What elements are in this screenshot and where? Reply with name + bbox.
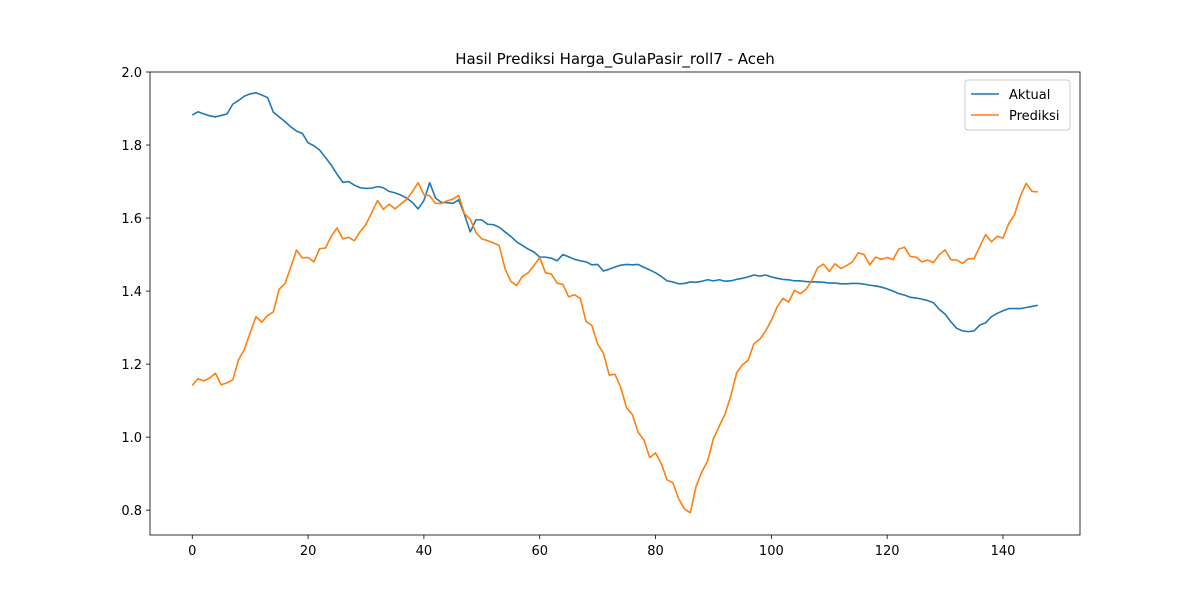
y-tick-label: 1.6 [121,212,142,227]
line-series [191,92,1038,333]
y-tick-label: 1.4 [121,285,142,300]
y-tick-label: 0.8 [121,504,142,519]
chart-title: Hasil Prediksi Harga_GulaPasir_roll7 - A… [455,50,774,69]
x-tick-label: 100 [759,544,784,559]
y-tick-label: 1.2 [121,358,142,373]
y-tick-label: 2.0 [121,66,142,81]
x-tick-label: 120 [875,544,900,559]
x-tick-label: 60 [531,544,548,559]
y-tick-label: 1.8 [121,139,142,154]
legend-box [964,79,1071,131]
axes-frame [149,71,1081,536]
x-tick-label: 20 [300,544,317,559]
y-tick-label: 1.0 [121,431,142,446]
x-tick-label: 140 [991,544,1016,559]
legend: Aktual Prediksi [964,79,1071,131]
legend-label: Aktual [1009,88,1050,103]
legend-label: Prediksi [1009,109,1059,124]
x-tick-label: 0 [188,544,196,559]
line-series [191,181,1038,514]
x-tick-label: 80 [647,544,664,559]
x-tick-label: 40 [416,544,433,559]
